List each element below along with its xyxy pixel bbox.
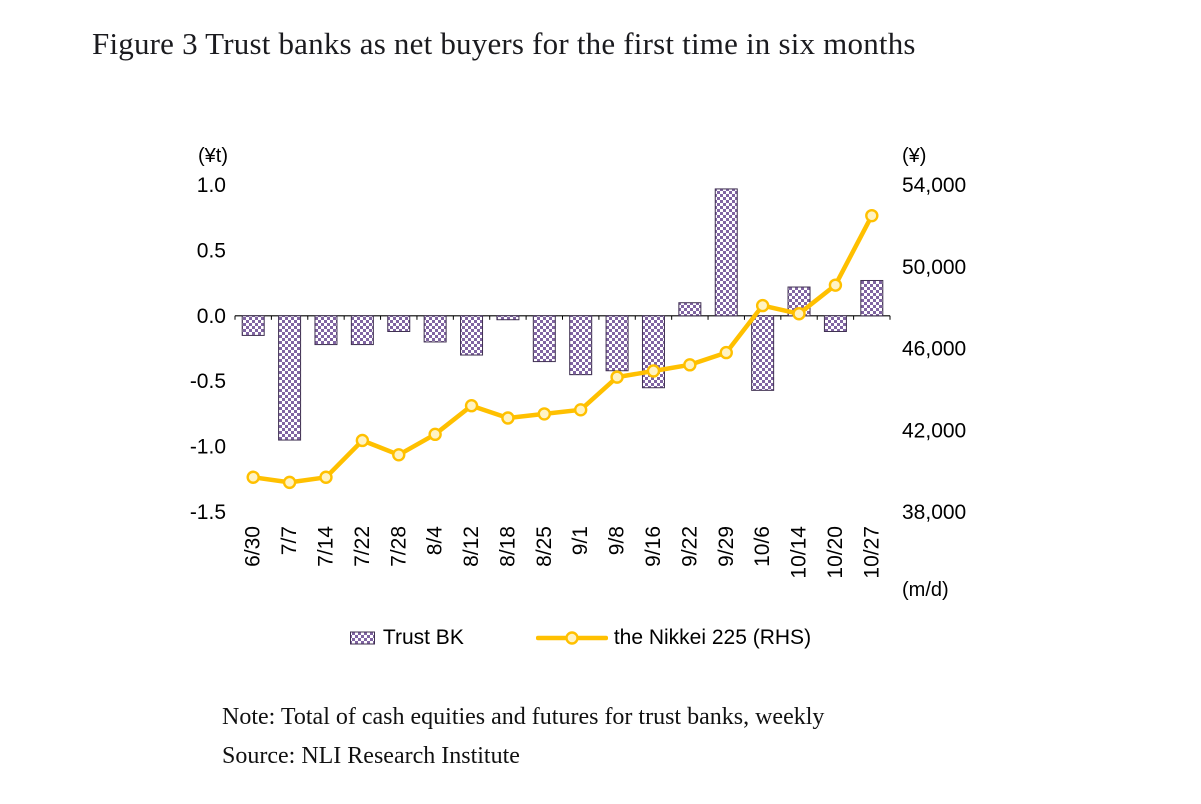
- trust-bk-bar-8/18: [496, 315, 520, 321]
- nikkei-marker-7/7: [282, 475, 297, 490]
- right-axis-tick-label: 42,000: [902, 419, 966, 442]
- nikkei-marker-7/22: [355, 433, 370, 448]
- left-axis-tick-label: 0.0: [197, 305, 226, 328]
- figure-source: Source: NLI Research Institute: [222, 742, 520, 769]
- right-axis-tick-label: 50,000: [902, 256, 966, 279]
- trust-bk-bar-9/8: [605, 315, 629, 372]
- trust-bk-bar-7/14: [314, 315, 338, 346]
- x-axis-label-9/29: 9/29: [715, 526, 738, 567]
- left-axis-unit-label: (¥t): [198, 145, 228, 167]
- legend-item-trust-bk: Trust BK: [349, 626, 464, 650]
- nikkei-marker-10/27: [865, 208, 879, 223]
- right-axis-tick-label: 38,000: [902, 501, 966, 524]
- nikkei-marker-9/8: [610, 370, 624, 384]
- trust-bk-bar-10/6: [751, 315, 775, 391]
- trust-bk-bar-10/20: [823, 315, 847, 332]
- trust-bank-nikkei-chart: (¥t) (¥) (m/d) 1.0 0.5 0.0 -0.5 -1.0 -1.5 54,000 5…: [190, 145, 966, 601]
- legend-label: the Nikkei 225 (RHS): [613, 626, 812, 649]
- x-axis-label-9/22: 9/22: [678, 526, 701, 567]
- nikkei-marker-9/22: [683, 358, 697, 372]
- legend-item-nikkei-225: the Nikkei 225 (RHS): [535, 626, 812, 650]
- trust-bk-bar-9/1: [569, 315, 593, 376]
- x-axis-label-8/25: 8/25: [533, 526, 556, 567]
- nikkei-marker-8/4: [428, 427, 442, 442]
- legend-label: Trust BK: [382, 626, 464, 649]
- x-axis-unit-label: (m/d): [902, 579, 949, 601]
- x-axis-label-8/18: 8/18: [496, 526, 519, 567]
- trust-bk-bar-8/12: [460, 315, 484, 356]
- x-axis-label-10/14: 10/14: [788, 526, 811, 579]
- x-axis-label-7/22: 7/22: [351, 526, 374, 567]
- x-axis-label-7/28: 7/28: [387, 526, 410, 567]
- left-axis-tick-label: -1.5: [190, 501, 226, 524]
- nikkei-marker-10/20: [828, 278, 843, 292]
- left-axis-tick-label: -1.0: [190, 436, 226, 459]
- trust-bk-bar-9/22: [678, 302, 702, 317]
- nikkei-marker-8/18: [501, 411, 515, 425]
- x-axis-label-6/30: 6/30: [242, 526, 265, 567]
- x-axis-label-9/16: 9/16: [642, 526, 665, 567]
- trust-bk-bar-8/4: [423, 315, 447, 343]
- x-axis-label-10/6: 10/6: [751, 526, 774, 567]
- left-axis-tick-label: 0.5: [197, 239, 226, 262]
- right-axis-tick-label: 54,000: [902, 174, 966, 197]
- x-axis-label-10/27: 10/27: [860, 526, 883, 579]
- trust-bk-bar-10/27: [860, 279, 884, 317]
- nikkei-marker-8/12: [464, 399, 479, 413]
- right-axis-unit-label: (¥): [902, 145, 926, 167]
- figure-title: Figure 3 Trust banks as net buyers for t…: [92, 26, 916, 61]
- trust-bk-bar-9/29: [714, 188, 738, 317]
- right-axis-tick-label: 46,000: [902, 338, 966, 361]
- x-axis-label-8/12: 8/12: [460, 526, 483, 567]
- figure-notes: Note: Total of cash equities and futures…: [222, 698, 824, 776]
- figure-note: Note: Total of cash equities and futures…: [222, 704, 825, 730]
- chart-legend: Trust BK the Nikkei 225 (RHS): [150, 626, 1010, 650]
- nikkei-marker-9/16: [646, 364, 661, 378]
- nikkei-marker-10/14: [792, 307, 806, 321]
- left-axis-tick-label: 1.0: [197, 174, 226, 197]
- nikkei-marker-7/28: [392, 448, 406, 462]
- x-axis-label-8/4: 8/4: [424, 526, 447, 556]
- trust-bk-bar-7/22: [350, 315, 374, 346]
- left-axis-tick-label: -0.5: [190, 370, 226, 393]
- trust-bk-bar-7/7: [278, 315, 302, 441]
- nikkei-marker-8/25: [537, 407, 552, 421]
- nikkei-marker-9/1: [573, 403, 588, 417]
- x-axis-label-7/14: 7/14: [314, 526, 337, 567]
- nikkei-line: [250, 213, 875, 485]
- trust-bk-bar-8/25: [532, 315, 556, 363]
- x-axis-label-10/20: 10/20: [824, 526, 847, 579]
- x-axis-label-7/7: 7/7: [278, 526, 301, 555]
- legend-line-swatch-icon: [535, 631, 608, 645]
- nikkei-marker-6/30: [246, 470, 260, 484]
- nikkei-marker-7/14: [319, 470, 333, 484]
- nikkei-marker-9/29: [719, 345, 733, 360]
- nikkei-marker-10/6: [755, 298, 770, 313]
- x-axis-label-9/1: 9/1: [569, 526, 592, 555]
- legend-bar-swatch-icon: [349, 631, 375, 645]
- x-axis-label-9/8: 9/8: [606, 526, 629, 555]
- trust-bk-bar-7/28: [387, 315, 411, 332]
- trust-bk-bar-6/30: [241, 315, 265, 336]
